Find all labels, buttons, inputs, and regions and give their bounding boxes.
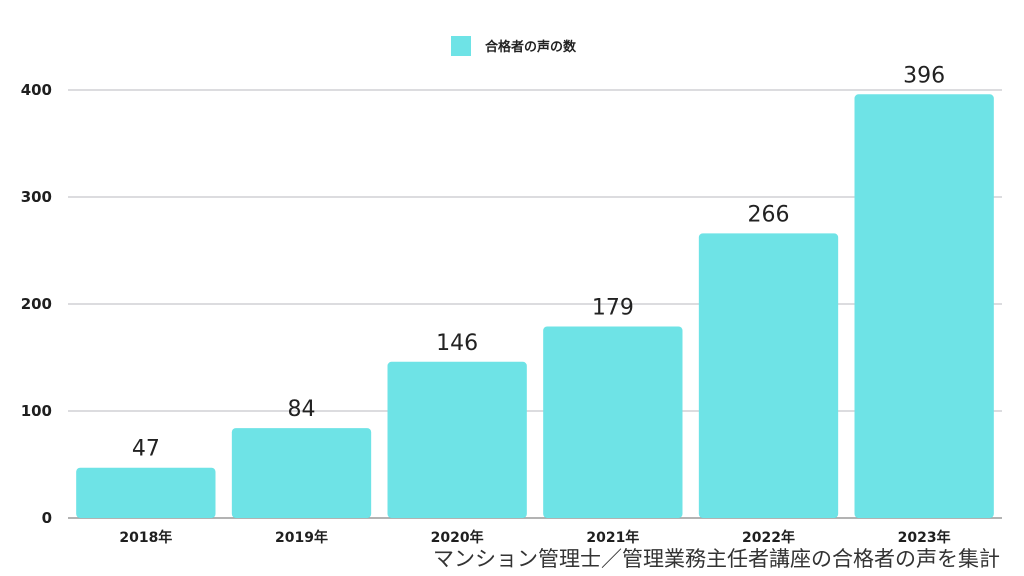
data-label: 47 xyxy=(132,437,160,462)
x-axis-ticks: 2018年 2019年 2020年 2021年 2022年 2023年 xyxy=(119,529,950,546)
data-label: 266 xyxy=(748,202,790,227)
x-tick-label: 2023年 xyxy=(898,529,951,546)
bar xyxy=(387,361,527,518)
bar xyxy=(543,326,683,518)
x-tick-label: 2022年 xyxy=(742,529,795,546)
bar xyxy=(76,467,216,518)
bars xyxy=(76,94,994,518)
bar xyxy=(231,428,372,518)
y-tick-label: 200 xyxy=(21,295,52,313)
data-label: 396 xyxy=(903,63,945,88)
y-tick-label: 100 xyxy=(21,402,52,420)
x-tick-label: 2018年 xyxy=(119,529,172,546)
x-tick-label: 2021年 xyxy=(586,529,639,546)
chart-caption: マンション管理士／管理業務主任者講座の合格者の声を集計 xyxy=(433,547,1000,571)
y-tick-label: 300 xyxy=(21,188,52,206)
y-axis-ticks: 0 100 200 300 400 xyxy=(21,81,52,527)
bar xyxy=(854,94,994,518)
data-labels: 47 84 146 179 266 396 xyxy=(132,63,945,461)
bar xyxy=(698,233,839,518)
x-tick-label: 2020年 xyxy=(431,529,484,546)
legend: 合格者の声の数 xyxy=(451,36,577,56)
legend-swatch xyxy=(451,36,471,56)
y-tick-label: 400 xyxy=(21,81,52,99)
data-label: 146 xyxy=(436,331,478,356)
gridlines xyxy=(68,89,1002,519)
y-tick-label: 0 xyxy=(42,509,52,527)
x-tick-label: 2019年 xyxy=(275,529,328,546)
data-label: 84 xyxy=(288,397,316,422)
data-label: 179 xyxy=(592,295,634,320)
legend-label: 合格者の声の数 xyxy=(485,39,577,55)
